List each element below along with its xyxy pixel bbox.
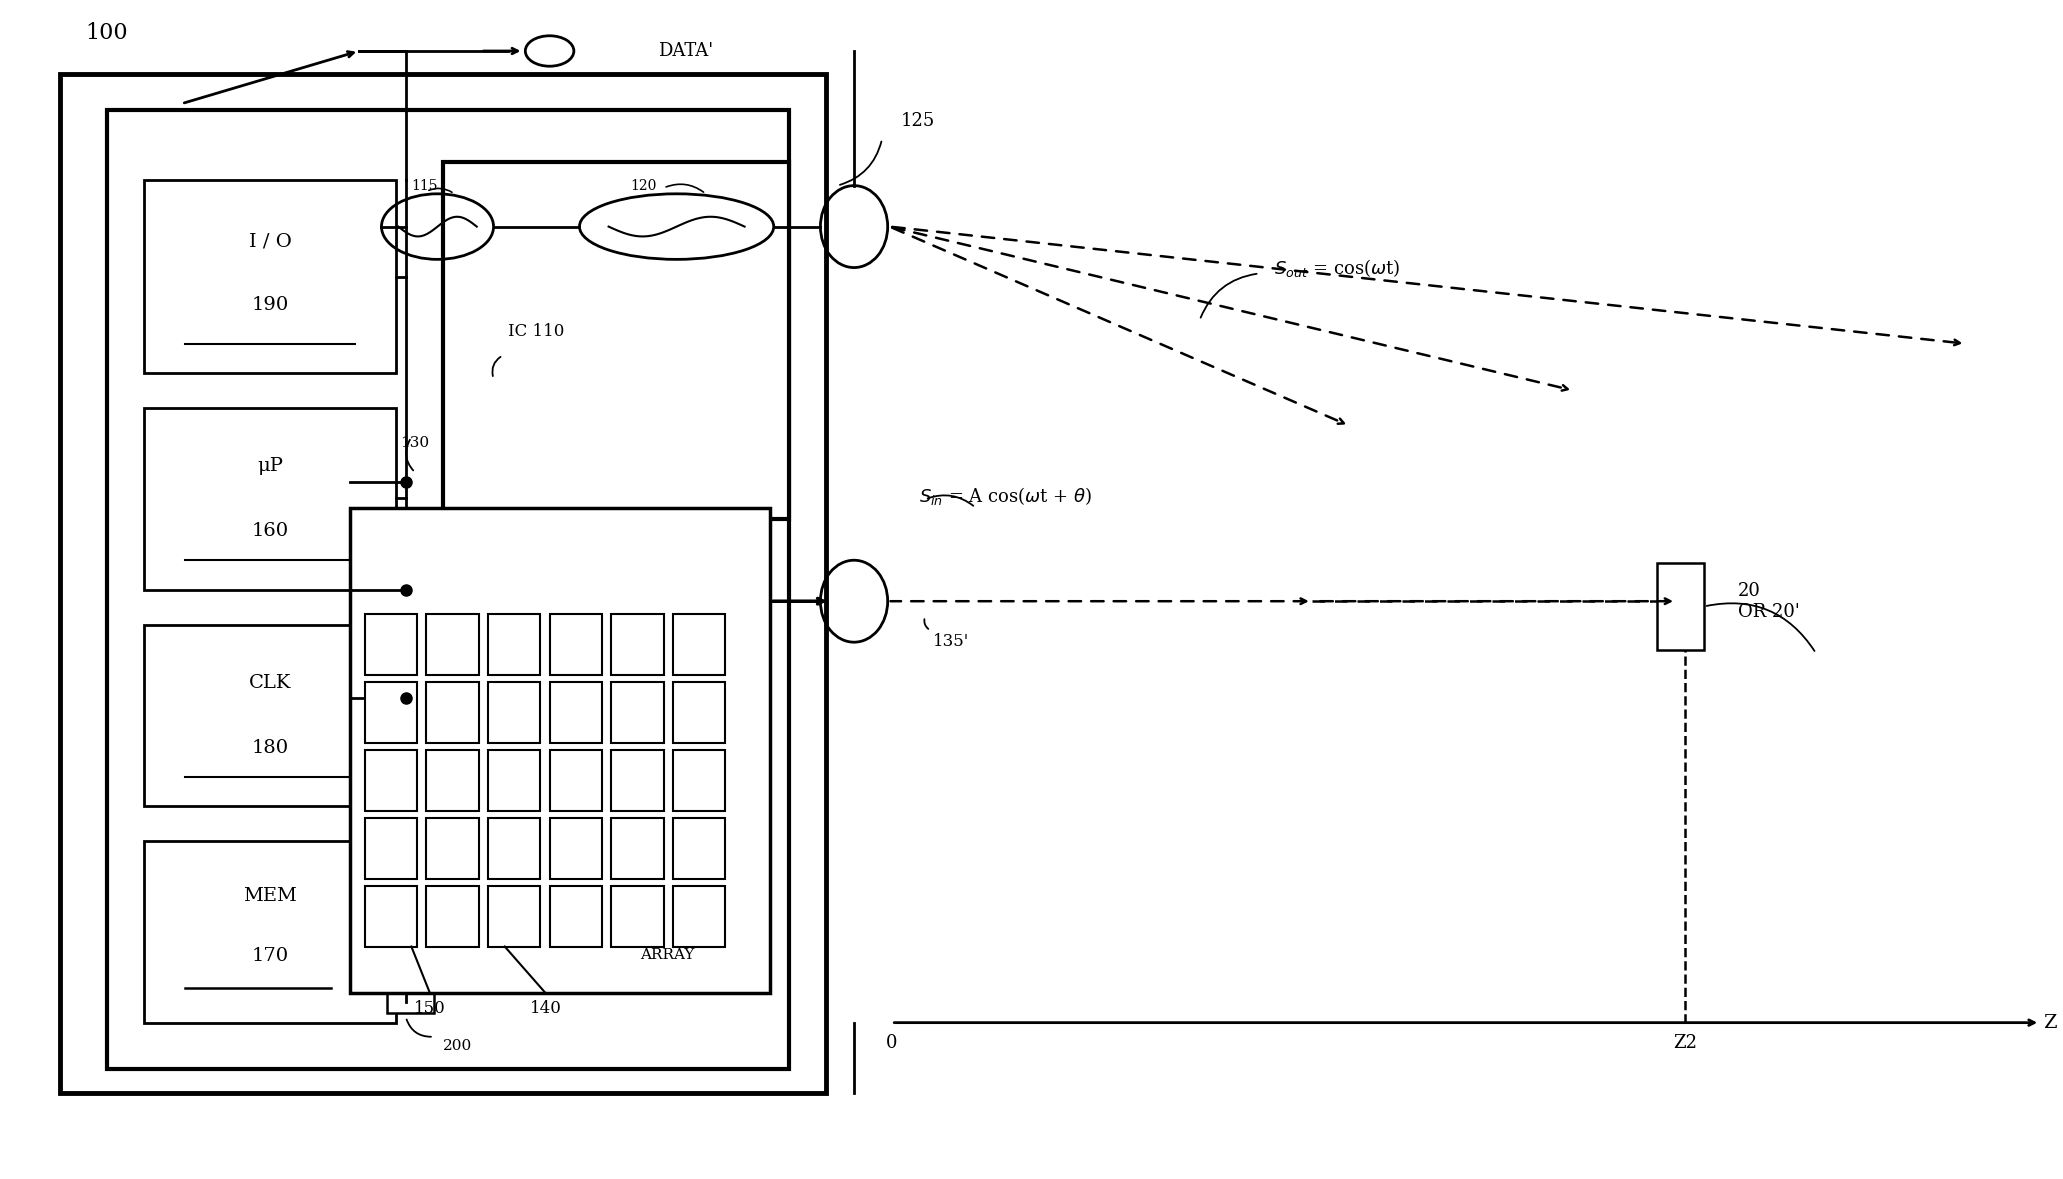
Bar xyxy=(611,885,664,947)
Text: $S_{out}$ = cos($\omega$t): $S_{out}$ = cos($\omega$t) xyxy=(1275,257,1401,278)
Bar xyxy=(365,681,417,743)
Bar xyxy=(144,625,396,806)
Bar xyxy=(427,818,479,878)
Text: 160: 160 xyxy=(252,522,289,540)
Text: CLK: CLK xyxy=(250,673,291,692)
Text: Z2: Z2 xyxy=(1673,1034,1698,1052)
Text: 120: 120 xyxy=(629,179,656,192)
Text: DATA': DATA' xyxy=(658,42,714,60)
Bar xyxy=(1657,562,1704,651)
Bar xyxy=(144,408,396,590)
Bar xyxy=(107,110,788,1069)
Text: I / O: I / O xyxy=(250,232,291,251)
Text: 190: 190 xyxy=(252,296,289,315)
Bar xyxy=(549,614,602,674)
Bar xyxy=(365,614,417,674)
Text: Z: Z xyxy=(2042,1014,2057,1032)
Bar xyxy=(427,750,479,811)
Bar xyxy=(673,750,726,811)
Text: 125: 125 xyxy=(902,112,935,130)
Bar xyxy=(489,818,541,878)
Bar xyxy=(611,614,664,674)
Bar xyxy=(611,681,664,743)
Text: ARRAY: ARRAY xyxy=(640,948,695,962)
Bar xyxy=(365,885,417,947)
Text: $S_{in}$ = A cos($\omega$t + $\theta$): $S_{in}$ = A cos($\omega$t + $\theta$) xyxy=(920,485,1093,507)
Bar xyxy=(388,941,433,1013)
Bar xyxy=(673,818,726,878)
Bar xyxy=(144,179,396,373)
Bar xyxy=(549,818,602,878)
Bar xyxy=(427,614,479,674)
Bar xyxy=(489,681,541,743)
Text: 100: 100 xyxy=(85,22,128,45)
Bar xyxy=(365,750,417,811)
Text: 0: 0 xyxy=(885,1034,897,1052)
Text: 170: 170 xyxy=(252,947,289,964)
Bar xyxy=(444,163,788,519)
Text: 130: 130 xyxy=(400,436,429,450)
Bar xyxy=(144,841,396,1022)
Bar xyxy=(611,818,664,878)
Bar xyxy=(427,885,479,947)
Text: IC 110: IC 110 xyxy=(507,323,565,341)
Bar xyxy=(549,750,602,811)
Bar xyxy=(60,74,825,1093)
Text: 200: 200 xyxy=(444,1039,472,1053)
Bar xyxy=(427,681,479,743)
Text: 135': 135' xyxy=(932,632,970,650)
Bar xyxy=(489,614,541,674)
Text: 20
OR 20': 20 OR 20' xyxy=(1737,581,1799,620)
Bar xyxy=(351,507,769,994)
Text: μP: μP xyxy=(258,457,283,475)
Bar xyxy=(489,750,541,811)
Bar xyxy=(673,614,726,674)
Bar xyxy=(549,885,602,947)
Bar xyxy=(673,885,726,947)
Text: 140: 140 xyxy=(530,1000,561,1017)
Text: 150: 150 xyxy=(415,1000,446,1017)
Text: MEM: MEM xyxy=(243,887,297,904)
Bar xyxy=(549,681,602,743)
Bar xyxy=(611,750,664,811)
Bar xyxy=(489,885,541,947)
Bar xyxy=(673,681,726,743)
Text: 180: 180 xyxy=(252,739,289,757)
Bar xyxy=(365,818,417,878)
Text: 115: 115 xyxy=(411,179,437,192)
